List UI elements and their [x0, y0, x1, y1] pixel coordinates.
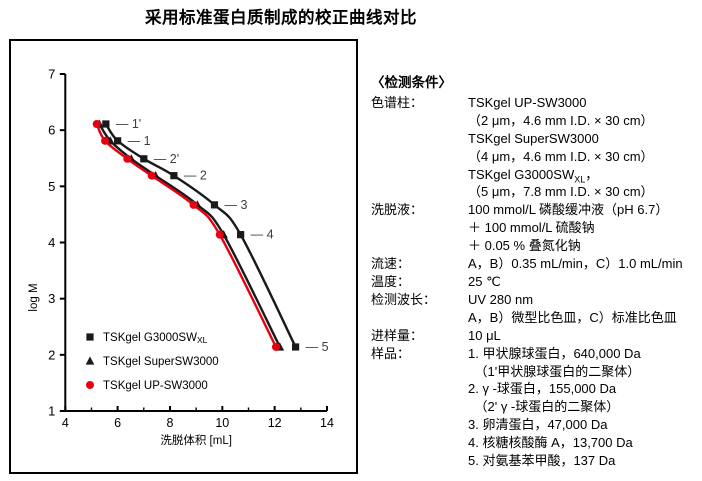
y-tick-label: 2: [48, 347, 55, 362]
condition-values: UV 280 nm A，B）微型比色皿，C）标准比色皿: [468, 291, 699, 327]
point-label: — 2': [154, 152, 179, 166]
x-axis-title: 洗脱体积 [mL]: [160, 433, 232, 447]
legend: TSKgel G3000SWXL TSKgel SuperSW3000 TSKgel…: [85, 332, 219, 392]
condition-line: TSKgel SuperSW3000: [468, 130, 599, 146]
legend-label: TSKgel SuperSW3000: [103, 356, 219, 368]
condition-label: 洗脱液：: [371, 202, 424, 218]
condition-values: A，B）0.35 mL/min，C）1.0 mL/min: [468, 255, 699, 273]
x-tick-label: 14: [320, 416, 334, 430]
condition-values: TSKgel UP-SW3000 （2 μm，4.6 mm I.D. × 30 c…: [468, 94, 699, 201]
condition-label: 检测波长：: [371, 291, 437, 307]
x-tick-label: 4: [62, 416, 69, 430]
y-tick-label: 3: [48, 291, 55, 306]
condition-label: 流速：: [371, 256, 411, 272]
y-tick-label: 6: [48, 123, 55, 138]
point-label: — 4: [251, 228, 274, 242]
conditions-heading: 〈检测条件〉: [371, 75, 452, 90]
triangle-marker: [85, 356, 95, 365]
y-tick-label: 5: [48, 179, 55, 194]
condition-values: 100 mmol/L 磷酸缓冲液（pH 6.7） ＋ 100 mmol/L 硫酸钠…: [468, 201, 699, 255]
page-title: 采用标准蛋白质制成的校正曲线对比: [145, 9, 417, 27]
condition-line: 5. 对氨基苯甲酸，137 Da: [468, 453, 616, 469]
square-marker: [170, 172, 178, 180]
condition-line: （2 μm，4.6 mm I.D. × 30 cm）: [468, 112, 654, 128]
point-label: — 1: [128, 134, 151, 148]
conditions-panel: 〈检测条件〉 色谱柱： TSKgel UP-SW3000 （2 μm，4.6 mm …: [371, 74, 699, 470]
condition-line: 3. 卵清蛋白，47,000 Da: [468, 417, 608, 433]
series-circle: [92, 119, 280, 351]
condition-line: ＋ 0.05 % 叠氮化钠: [468, 238, 581, 254]
x-tick-label: 8: [167, 416, 174, 430]
x-tick-label: 12: [268, 416, 282, 430]
condition-line: TSKgel UP-SW3000: [468, 94, 587, 110]
condition-label: 色谱柱：: [371, 94, 424, 110]
series-square: [102, 120, 300, 351]
point-label: — 1': [116, 117, 141, 131]
condition-line: 4. 核糖核酸酶 A，13,700 Da: [468, 435, 633, 451]
condition-row: 洗脱液： 100 mmol/L 磷酸缓冲液（pH 6.7） ＋ 100 mmol/L…: [371, 201, 699, 255]
condition-row: 温度： 25 ℃: [371, 273, 699, 291]
y-axis-title: log M: [28, 283, 40, 311]
legend-label: TSKgel G3000SWXL: [103, 332, 208, 345]
square-marker: [114, 137, 122, 145]
condition-line: 10 μL: [468, 327, 501, 343]
circle-marker: [86, 381, 94, 389]
point-label: — 2: [184, 169, 207, 183]
condition-line: 25 ℃: [468, 273, 501, 289]
y-tick-label: 7: [48, 67, 55, 82]
square-marker: [86, 333, 94, 341]
x-tick-label: 10: [215, 416, 229, 430]
condition-line: （5 μm，7.8 mm I.D. × 30 cm）: [468, 184, 654, 200]
condition-line: UV 280 nm: [468, 291, 534, 307]
circle-marker: [147, 171, 156, 180]
point-label: — 3: [224, 198, 247, 212]
condition-values: 25 ℃: [468, 273, 699, 291]
circle-marker: [92, 119, 101, 128]
chart-panel: 4 6 8 10 12 14 1 2 3 4 5 6 7 洗脱体积 [mL] log M — 1' — 1— 2…: [9, 39, 358, 474]
square-marker: [140, 155, 148, 163]
condition-label: 进样量：: [371, 327, 424, 343]
condition-line: A，B）微型比色皿，C）标准比色皿: [468, 309, 677, 325]
condition-line: （2' γ -球蛋白的二聚体）: [468, 399, 620, 415]
condition-label: 样品：: [371, 345, 411, 361]
x-tick-label: 6: [114, 416, 121, 430]
condition-row: 进样量： 10 μL: [371, 327, 699, 345]
circle-marker: [101, 136, 110, 145]
condition-line: 100 mmol/L 磷酸缓冲液（pH 6.7）: [468, 202, 669, 218]
conditions-rows: 色谱柱： TSKgel UP-SW3000 （2 μm，4.6 mm I.D. × …: [371, 94, 699, 470]
circle-marker: [189, 200, 198, 209]
condition-line: ＋ 100 mmol/L 硫酸钠: [468, 220, 595, 236]
condition-line: （4 μm，4.6 mm I.D. × 30 cm）: [468, 148, 654, 164]
condition-values: 10 μL: [468, 327, 699, 345]
square-marker: [237, 231, 245, 239]
condition-values: 1. 甲状腺球蛋白，640,000 Da （1'甲状腺球蛋白的二聚体） 2. γ …: [468, 345, 699, 470]
circle-marker: [215, 230, 224, 239]
condition-line: TSKgel G3000SWXL，: [468, 166, 599, 185]
square-marker: [102, 120, 110, 128]
condition-row: 样品： 1. 甲状腺球蛋白，640,000 Da （1'甲状腺球蛋白的二聚体） 2.…: [371, 345, 699, 470]
condition-line: 1. 甲状腺球蛋白，640,000 Da: [468, 345, 641, 361]
condition-row: 流速： A，B）0.35 mL/min，C）1.0 mL/min: [371, 255, 699, 273]
legend-label: TSKgel UP-SW3000: [103, 380, 208, 392]
y-tick-label: 1: [48, 404, 55, 419]
point-labels: — 1' — 1— 2' — 2 — 3 — 4 — 5: [116, 117, 329, 354]
condition-label: 温度：: [371, 273, 411, 289]
square-marker: [291, 343, 300, 351]
condition-line: 2. γ -球蛋白，155,000 Da: [468, 381, 617, 397]
condition-row: 色谱柱： TSKgel UP-SW3000 （2 μm，4.6 mm I.D. × …: [371, 94, 699, 201]
point-label: — 5: [306, 340, 329, 354]
y-tick-label: 4: [48, 235, 55, 250]
condition-line: A，B）0.35 mL/min，C）1.0 mL/min: [468, 256, 683, 272]
condition-row: 检测波长： UV 280 nm A，B）微型比色皿，C）标准比色皿: [371, 291, 699, 327]
condition-line: （1'甲状腺球蛋白的二聚体）: [468, 363, 641, 379]
circle-marker: [123, 154, 132, 163]
circle-marker: [271, 342, 280, 351]
square-marker: [210, 201, 219, 209]
